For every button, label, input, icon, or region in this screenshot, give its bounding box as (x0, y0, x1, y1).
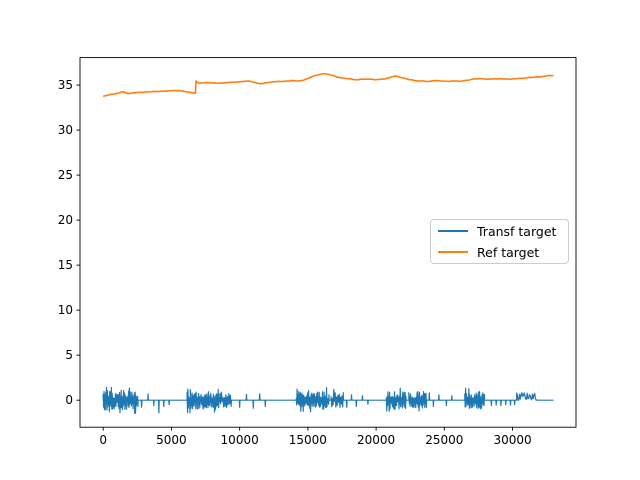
y-tick-label: 30 (58, 123, 73, 137)
y-tick-label: 20 (58, 213, 73, 227)
plot-frame (79, 57, 577, 428)
y-tick-label: 25 (58, 168, 73, 182)
legend-item-ref-target: Ref target (431, 242, 568, 263)
ref-target-series-line (102, 72, 554, 98)
transf-target-line-swatch (438, 230, 468, 232)
x-tick-label: 5000 (156, 433, 187, 447)
x-tick-label: 0 (99, 433, 107, 447)
x-tick-label: 20000 (357, 433, 395, 447)
x-tick-label: 10000 (221, 433, 259, 447)
y-tick-label: 15 (58, 258, 73, 272)
x-tick-label: 15000 (289, 433, 327, 447)
y-tick-label: 5 (65, 348, 73, 362)
ref-target-line-swatch (438, 251, 468, 253)
y-tick-label: 35 (58, 78, 73, 92)
legend-item-transf-target: Transf target (431, 221, 568, 242)
y-tick-label: 0 (65, 393, 73, 407)
legend: Transf target Ref target (430, 219, 569, 264)
legend-label-transf-target: Transf target (477, 223, 557, 239)
y-tick-label: 10 (58, 303, 73, 317)
x-tick-label: 30000 (493, 433, 531, 447)
legend-label-ref-target: Ref target (477, 244, 540, 260)
x-tick-label: 25000 (425, 433, 463, 447)
transf-target-series-line (102, 386, 554, 414)
